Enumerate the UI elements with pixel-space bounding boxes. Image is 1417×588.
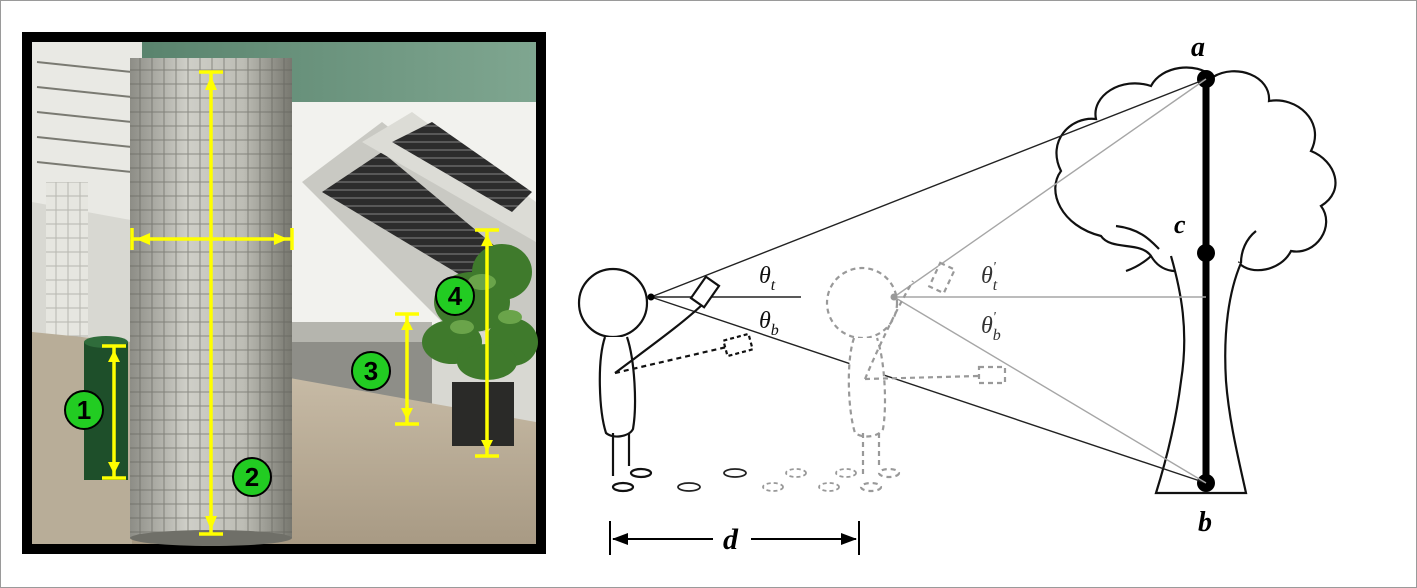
point-b-label: b [1198, 507, 1212, 538]
measurement-lines [102, 70, 499, 536]
observer-first [577, 267, 754, 493]
angle-theta-t-prime: θ' t [981, 260, 998, 294]
marker-4-label: 4 [448, 281, 463, 311]
marker-1: 1 [64, 390, 104, 430]
point-c [1197, 244, 1215, 262]
marker-2-label: 2 [245, 462, 259, 492]
distance-indicator [609, 521, 860, 555]
angle-theta-b-prime: θ' b [981, 310, 1001, 344]
tree-trunk [1154, 255, 1248, 495]
measurement-diagram: a c b [577, 32, 1337, 556]
observer-second [825, 261, 1007, 493]
svg-text:θ'b: θ' b [981, 310, 1001, 344]
phone-outline-icon-3 [977, 365, 1007, 385]
phone-icon [689, 275, 721, 309]
tree [1054, 66, 1337, 495]
tree-canopy [1054, 66, 1337, 278]
marker-3: 3 [351, 351, 391, 391]
angle-theta-b: θb [759, 308, 779, 339]
photo-panel: 1 2 3 4 [22, 32, 546, 554]
svg-text:θb: θb [759, 308, 779, 339]
footprints-solid [677, 468, 747, 492]
sight-lines-1 [650, 78, 1207, 484]
point-a-label: a [1191, 32, 1205, 63]
phone-outline-icon [722, 332, 754, 358]
marker-2: 2 [232, 457, 272, 497]
marker-4: 4 [435, 276, 475, 316]
angle-theta-t: θt [759, 263, 776, 294]
phone-outline-icon-2 [927, 261, 957, 295]
photo-image [32, 42, 538, 546]
point-c-label: c [1174, 210, 1186, 239]
svg-text:θt: θt [759, 263, 776, 294]
svg-text:θ't: θ' t [981, 260, 998, 294]
marker-1-label: 1 [77, 395, 91, 425]
sight-lines-2 [893, 78, 1207, 484]
photo-illustration: 1 2 3 4 [32, 42, 538, 546]
distance-label: d [723, 523, 739, 556]
footprints-dashed [762, 468, 857, 492]
marker-3-label: 3 [364, 356, 378, 386]
